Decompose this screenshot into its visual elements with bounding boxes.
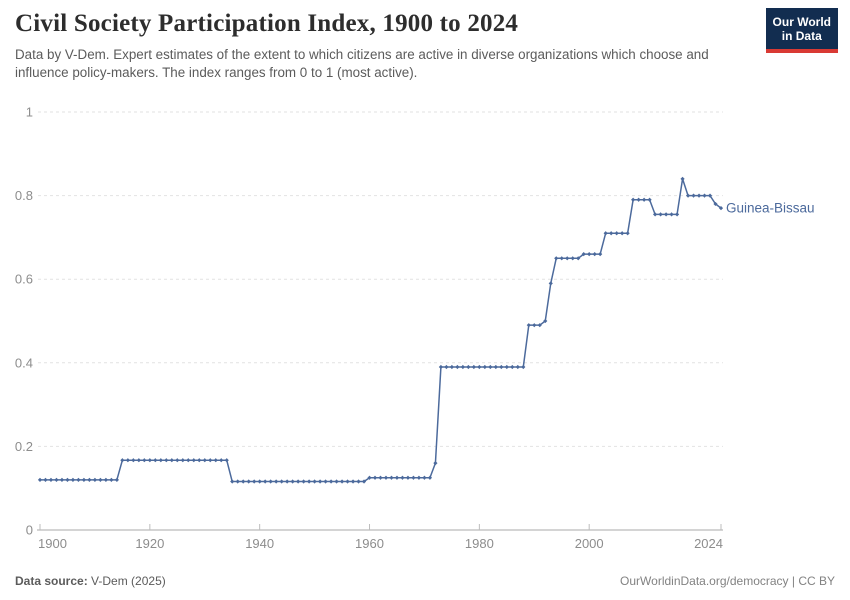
data-point-markers (37, 176, 724, 484)
x-axis-tick-label: 2000 (575, 536, 604, 551)
x-axis-tick-label: 1900 (38, 536, 67, 551)
data-source-label: Data source: (15, 574, 88, 588)
chart-header: Civil Society Participation Index, 1900 … (15, 10, 835, 83)
chart-subtitle: Data by V-Dem. Expert estimates of the e… (15, 46, 709, 81)
y-axis-tick-label: 1 (26, 105, 33, 120)
chart-footer: Data source: V-Dem (2025) OurWorldinData… (15, 574, 835, 588)
y-axis-tick-label: 0.2 (15, 439, 33, 454)
x-axis-tick-label: 1940 (245, 536, 274, 551)
owid-logo: Our World in Data (765, 8, 838, 53)
y-axis-tick-label: 0 (26, 523, 33, 538)
data-line (40, 178, 722, 483)
x-axis-tick-label: 1980 (465, 536, 494, 551)
x-axis-tick-label: 2024 (694, 536, 723, 551)
series-end-label: Guinea-Bissau (726, 201, 815, 216)
y-axis-tick-label: 0.6 (15, 272, 33, 287)
chart-title: Civil Society Participation Index, 1900 … (15, 10, 519, 37)
x-axis-tick-label: 1960 (355, 536, 384, 551)
y-axis-tick-label: 0.8 (15, 188, 33, 203)
attribution: OurWorldinData.org/democracy | CC BY (620, 574, 835, 588)
data-source: Data source: V-Dem (2025) (15, 574, 166, 588)
x-axis-tick-label: 1920 (135, 536, 164, 551)
owid-logo-line1: Our World (772, 15, 831, 29)
owid-logo-line2: in Data (781, 29, 822, 44)
y-axis-tick-label: 0.4 (15, 355, 33, 370)
data-source-value: V-Dem (2025) (91, 574, 166, 588)
